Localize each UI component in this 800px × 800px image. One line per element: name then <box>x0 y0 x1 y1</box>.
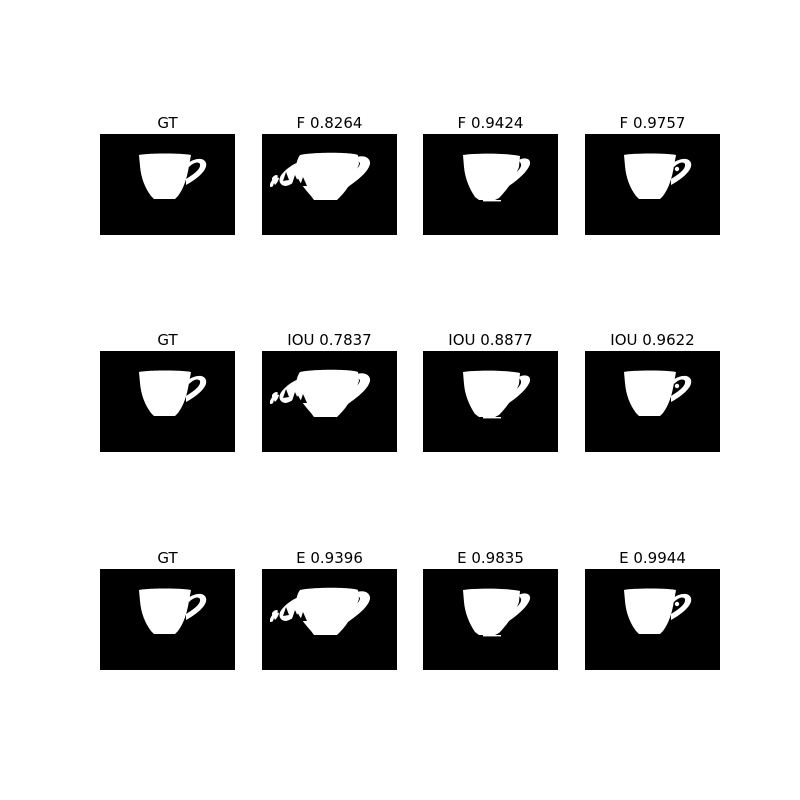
mask-image <box>100 569 235 670</box>
panel-title: F 0.9424 <box>457 114 524 132</box>
mask-image <box>585 134 720 235</box>
panel-title: IOU 0.9622 <box>610 331 695 349</box>
mask-image <box>423 134 558 235</box>
panel-title: E 0.9944 <box>619 549 686 567</box>
mask-image <box>262 351 397 452</box>
mask-image <box>585 569 720 670</box>
panel-title: IOU 0.7837 <box>287 331 372 349</box>
panel-title: F 0.8264 <box>296 114 363 132</box>
panel-title: GT <box>157 114 178 132</box>
mask-image <box>262 569 397 670</box>
panel-title: GT <box>157 331 178 349</box>
mask-image <box>100 134 235 235</box>
mask-image <box>100 351 235 452</box>
panel-title: F 0.9757 <box>619 114 686 132</box>
mask-image <box>585 351 720 452</box>
panel-title: IOU 0.8877 <box>448 331 533 349</box>
mask-image <box>423 569 558 670</box>
panel-title: GT <box>157 549 178 567</box>
panel-title: E 0.9396 <box>296 549 363 567</box>
mask-image <box>423 351 558 452</box>
mask-image <box>262 134 397 235</box>
panel-title: E 0.9835 <box>457 549 524 567</box>
